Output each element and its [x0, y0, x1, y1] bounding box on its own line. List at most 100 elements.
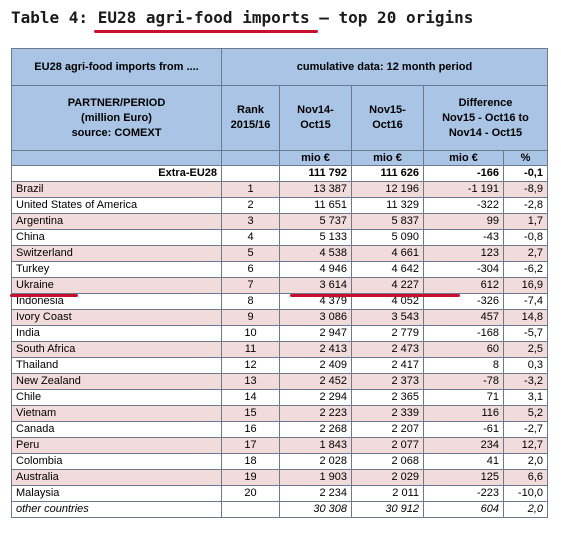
value-period1: 5 133 [279, 229, 352, 246]
extra-eu-rank [221, 165, 280, 182]
value-period2: 2 417 [351, 357, 424, 374]
value-period1: 2 947 [279, 325, 352, 342]
rank-cell: 6 [221, 261, 280, 278]
rank-cell: 5 [221, 245, 280, 262]
country-name: Switzerland [11, 245, 222, 262]
difference-pct: -7,4 [503, 293, 548, 310]
value-period1: 2 452 [279, 373, 352, 390]
difference-value: -322 [423, 197, 504, 214]
country-name: Indonesia [11, 293, 222, 310]
value-period2: 2 473 [351, 341, 424, 358]
difference-value: 234 [423, 437, 504, 454]
difference-pct: -10,0 [503, 485, 548, 502]
header-diff-line: Nov15 - Oct16 to [442, 111, 529, 124]
rank-cell: 3 [221, 213, 280, 230]
table-row: Indonesia 8 4 379 4 052 -326 -7,4 [11, 293, 548, 310]
difference-pct: -3,2 [503, 373, 548, 390]
value-period2: 2 207 [351, 421, 424, 438]
table-row: Thailand 12 2 409 2 417 8 0,3 [11, 357, 548, 374]
value-period2: 4 227 [351, 277, 424, 294]
value-period1: 2 234 [279, 485, 352, 502]
header-period2-line: Nov15- [369, 104, 406, 116]
rank-cell: 14 [221, 389, 280, 406]
table-row: Ukraine 7 3 614 4 227 612 16,9 [11, 277, 548, 294]
table-row: Canada 16 2 268 2 207 -61 -2,7 [11, 421, 548, 438]
value-period2: 2 068 [351, 453, 424, 470]
other-countries-row: other countries 30 308 30 912 604 2,0 [11, 501, 548, 518]
difference-value: 60 [423, 341, 504, 358]
value-period1: 1 903 [279, 469, 352, 486]
header-rank-line: 2015/16 [230, 119, 271, 131]
rank-cell: 12 [221, 357, 280, 374]
country-name: Argentina [11, 213, 222, 230]
table-row: Argentina 3 5 737 5 837 99 1,7 [11, 213, 548, 230]
difference-value: -78 [423, 373, 504, 390]
difference-value: -223 [423, 485, 504, 502]
value-period2: 2 339 [351, 405, 424, 422]
value-period1: 4 538 [279, 245, 352, 262]
value-period1: 5 737 [279, 213, 352, 230]
unit-pct: % [503, 150, 548, 166]
value-period1: 1 843 [279, 437, 352, 454]
difference-pct: 5,2 [503, 405, 548, 422]
value-period2: 2 011 [351, 485, 424, 502]
value-period2: 4 661 [351, 245, 424, 262]
title-prefix: Table 4: [11, 8, 98, 27]
value-period1: 2 409 [279, 357, 352, 374]
difference-value: -304 [423, 261, 504, 278]
page-title: Table 4: EU28 agri-food imports – top 20… [11, 8, 473, 27]
country-name: Malaysia [11, 485, 222, 502]
extra-eu-pct: -0,1 [503, 165, 548, 182]
ukraine-name-highlight [10, 294, 78, 297]
header-diff-line: Difference [458, 96, 513, 109]
difference-pct: 1,7 [503, 213, 548, 230]
country-name: New Zealand [11, 373, 222, 390]
table-row: South Africa 11 2 413 2 473 60 2,5 [11, 341, 548, 358]
country-name: Australia [11, 469, 222, 486]
value-period1: 2 268 [279, 421, 352, 438]
other-name: other countries [11, 501, 222, 518]
header-partner-line: (million Euro) [81, 111, 152, 124]
rank-cell: 19 [221, 469, 280, 486]
header-partner-line: PARTNER/PERIOD [67, 96, 166, 109]
rank-cell: 8 [221, 293, 280, 310]
value-period1: 2 413 [279, 341, 352, 358]
rank-cell: 4 [221, 229, 280, 246]
difference-value: 116 [423, 405, 504, 422]
country-name: China [11, 229, 222, 246]
other-v2: 30 912 [351, 501, 424, 518]
country-name: Chile [11, 389, 222, 406]
header-rank: Rank 2015/16 [221, 85, 280, 151]
country-name: Vietnam [11, 405, 222, 422]
table-row: Australia 19 1 903 2 029 125 6,6 [11, 469, 548, 486]
unit-empty [11, 150, 222, 166]
header-top-right: cumulative data: 12 month period [221, 48, 548, 86]
value-period1: 4 379 [279, 293, 352, 310]
unit-period2: mio € [351, 150, 424, 166]
value-period1: 11 651 [279, 197, 352, 214]
difference-pct: 0,3 [503, 357, 548, 374]
table-row: India 10 2 947 2 779 -168 -5,7 [11, 325, 548, 342]
difference-pct: 2,7 [503, 245, 548, 262]
difference-value: -168 [423, 325, 504, 342]
other-pct: 2,0 [503, 501, 548, 518]
country-name: Thailand [11, 357, 222, 374]
difference-pct: -2,7 [503, 421, 548, 438]
unit-diff: mio € [423, 150, 504, 166]
difference-value: -43 [423, 229, 504, 246]
table-row: Malaysia 20 2 234 2 011 -223 -10,0 [11, 485, 548, 502]
unit-period1: mio € [279, 150, 352, 166]
country-name: Brazil [11, 181, 222, 198]
table-row: Turkey 6 4 946 4 642 -304 -6,2 [11, 261, 548, 278]
table-row: China 4 5 133 5 090 -43 -0,8 [11, 229, 548, 246]
difference-pct: 16,9 [503, 277, 548, 294]
value-period2: 11 329 [351, 197, 424, 214]
difference-pct: -6,2 [503, 261, 548, 278]
value-period2: 3 543 [351, 309, 424, 326]
country-name: United States of America [11, 197, 222, 214]
header-top-left: EU28 agri-food imports from .... [11, 48, 222, 86]
header-period2: Nov15- Oct16 [351, 85, 424, 151]
other-v1: 30 308 [279, 501, 352, 518]
difference-pct: -2,8 [503, 197, 548, 214]
table-row: Ivory Coast 9 3 086 3 543 457 14,8 [11, 309, 548, 326]
